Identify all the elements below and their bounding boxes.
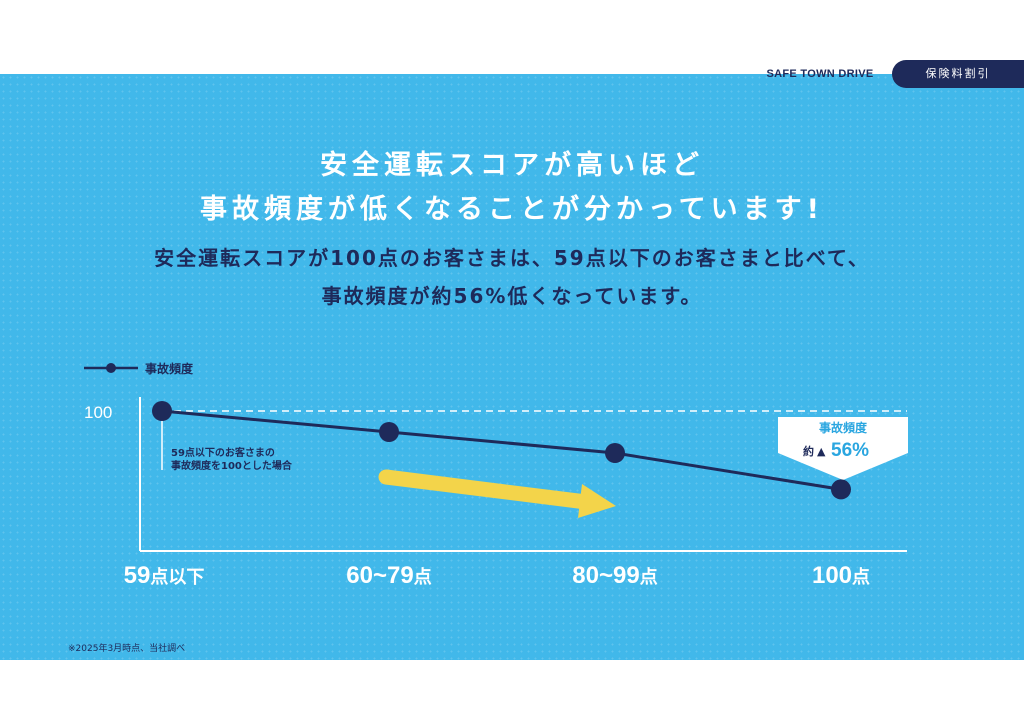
subhead-line1: 安全運転スコアが100点のお客さまは、59点以下のお客さまと比べて、 — [154, 246, 870, 270]
callout-up-icon: ▲ — [817, 445, 826, 458]
y-tick-label-100: 100 — [84, 403, 112, 422]
background-panel — [0, 74, 1024, 660]
headline-line1: 安全運転スコアが高いほど — [320, 150, 704, 181]
x-tick-label-2: 60~79点 — [346, 562, 431, 589]
callout-prefix: 約 — [803, 444, 814, 458]
subhead-line2: 事故頻度が約56%低くなっています。 — [321, 284, 703, 308]
x-tick-label-1: 59点以下 — [124, 562, 205, 589]
callout-title: 事故頻度 — [819, 420, 868, 435]
data-point-1 — [152, 401, 172, 421]
series-line — [161, 409, 842, 491]
x-tick-label-4: 100点 — [812, 562, 870, 589]
data-point-2 — [379, 422, 399, 442]
baseline-note-line2: 事故頻度を100とした場合 — [171, 459, 293, 472]
footnote: ※2025年3月時点、当社調べ — [68, 644, 186, 654]
x-tick-label-3: 80~99点 — [572, 562, 657, 589]
legend: 事故頻度 — [84, 361, 194, 376]
callout-box: 事故頻度 約 ▲ 56% — [778, 417, 908, 480]
headline-line2: 事故頻度が低くなることが分かっています! — [200, 194, 824, 225]
legend-label: 事故頻度 — [145, 361, 194, 376]
data-point-3 — [605, 443, 625, 463]
legend-marker — [106, 363, 116, 373]
callout-value: 56% — [831, 440, 869, 461]
baseline-note-line1: 59点以下のお客さまの — [171, 446, 275, 459]
data-point-4 — [831, 479, 851, 500]
trend-arrow — [378, 469, 616, 518]
brand-label: SAFE TOWN DRIVE — [766, 68, 874, 80]
section-tag: 保険料割引 — [892, 60, 1024, 88]
